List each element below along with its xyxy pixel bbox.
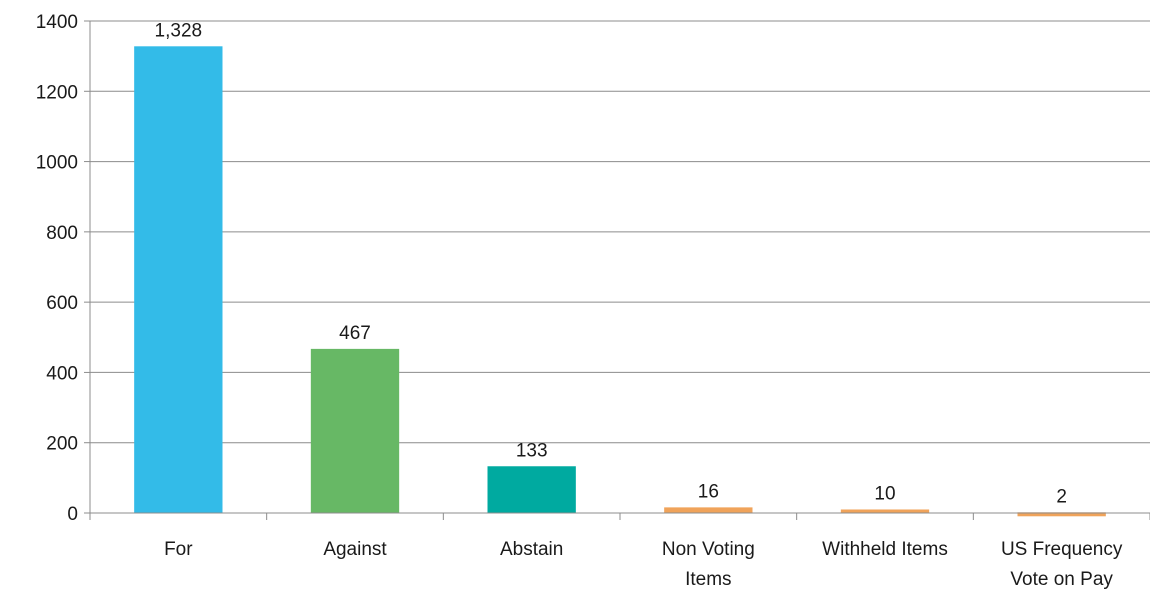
y-tick-label: 400 bbox=[46, 363, 78, 384]
y-tick-label: 1400 bbox=[36, 12, 78, 33]
axes bbox=[89, 21, 1150, 520]
x-category-label: For bbox=[164, 539, 193, 560]
y-tick-label: 1000 bbox=[36, 153, 78, 174]
x-category-label: Non Voting Items bbox=[662, 539, 755, 590]
bar bbox=[487, 466, 576, 513]
data-label: 1,328 bbox=[155, 20, 203, 41]
y-tick-label: 600 bbox=[46, 293, 78, 314]
data-label: 133 bbox=[516, 440, 548, 461]
bar bbox=[840, 509, 930, 514]
bar bbox=[134, 46, 223, 513]
bar bbox=[310, 348, 400, 513]
y-tick-label: 800 bbox=[46, 223, 78, 244]
data-labels: 1,328 467 133 16 10 2 bbox=[155, 20, 1067, 507]
bars bbox=[134, 46, 1106, 517]
y-tick-label: 200 bbox=[46, 434, 78, 455]
data-label: 16 bbox=[698, 481, 719, 502]
bar bbox=[664, 507, 753, 513]
y-tick-label: 1200 bbox=[36, 82, 78, 103]
x-category-label: US Frequency Vote on Pay bbox=[1001, 539, 1123, 590]
bar bbox=[1017, 512, 1106, 517]
x-axis-categories: For Against Abstain Non Voting Items Withheld… bbox=[164, 539, 1123, 590]
y-axis-ticks: 0 200 400 600 800 1000 1200 1400 bbox=[36, 12, 90, 525]
x-category-label: Against bbox=[323, 539, 387, 560]
gridlines bbox=[90, 20, 1150, 444]
data-label: 10 bbox=[874, 483, 895, 504]
data-label: 467 bbox=[339, 323, 371, 344]
data-label: 2 bbox=[1056, 486, 1067, 507]
x-category-label: Abstain bbox=[500, 539, 563, 560]
y-tick-label: 0 bbox=[67, 504, 78, 525]
x-category-label: Withheld Items bbox=[822, 539, 948, 560]
